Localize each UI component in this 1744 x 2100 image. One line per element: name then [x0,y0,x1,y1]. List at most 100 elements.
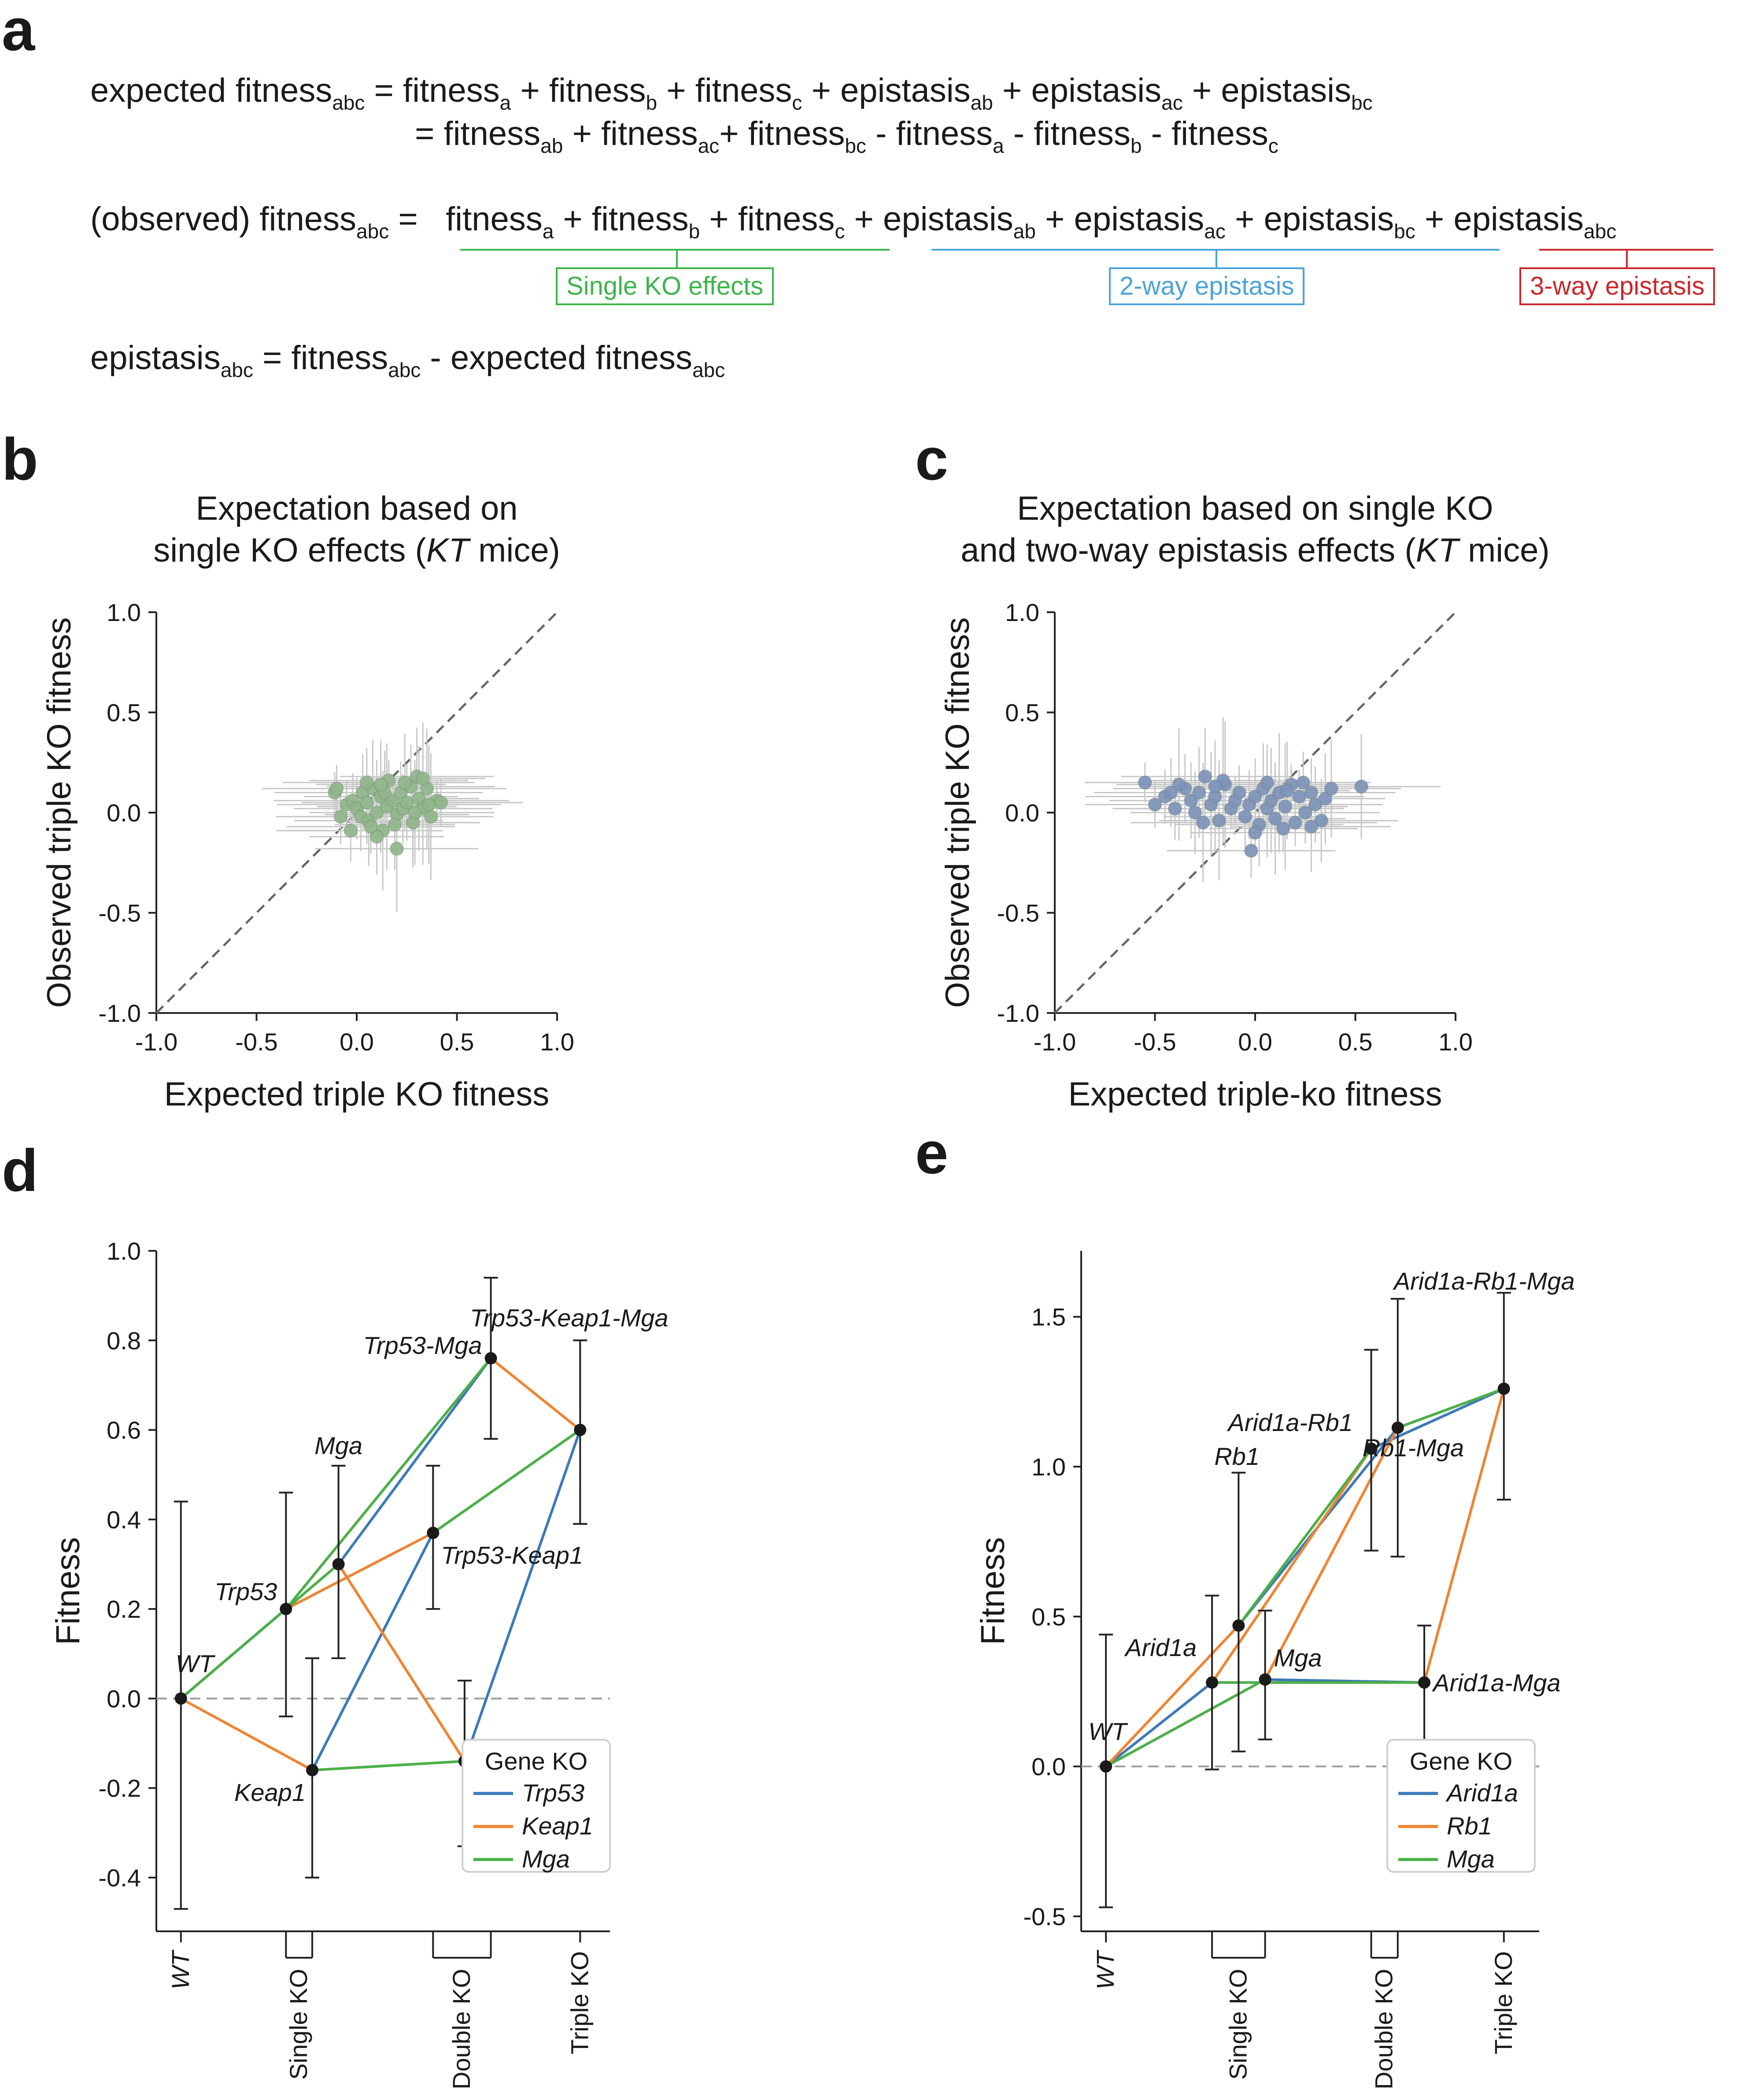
y-axis-label: Fitness [49,1537,87,1645]
data-point [1268,811,1282,826]
series-edge-rb1 [1423,1388,1505,1683]
data-point [1314,813,1329,828]
title-italic-part: KT [1416,532,1461,569]
two-way-bracket-tick [1216,249,1217,267]
x-tick-label: 0.5 [1338,1028,1373,1056]
series-edge-mga [1105,1678,1266,1768]
panel-letter-e: e [915,1120,949,1186]
x-tick-label: -0.5 [235,1028,278,1056]
x-tick-label: 0.0 [1238,1028,1272,1056]
title-italic-part: KT [426,532,471,569]
x-tick-label: WT [166,1949,194,1989]
genotype-label: Rb1-Mga [1363,1434,1464,1462]
chart-title-line2: and two-way epistasis effects (KT mice) [961,532,1550,569]
genotype-node [280,1603,292,1616]
x-tick-label: Triple KO [565,1951,593,2054]
genotype-node [427,1527,440,1539]
genotype-node [306,1764,318,1777]
title-part: and two-way epistasis effects ( [961,532,1416,569]
data-point [1168,801,1182,816]
genotype-label: Mga [314,1432,362,1460]
legend-entry-label: Keap1 [522,1812,593,1840]
data-point [369,829,384,844]
single-ko-effects-label: Single KO effects [556,267,774,305]
series-edge-trp53 [463,1429,582,1762]
data-point [363,819,378,834]
panel-letter-d: d [2,1137,38,1204]
data-point [1208,779,1222,794]
legend-entry-label: Rb1 [1447,1812,1492,1840]
genotype-node [1391,1421,1404,1434]
data-point [329,781,344,796]
data-point [1288,815,1302,830]
three-way-epistasis-label: 3-way epistasis [1519,267,1715,305]
series-edge-mga [180,1563,340,1700]
y-tick-label: -1.0 [99,999,141,1027]
x-tick-label: -1.0 [135,1028,178,1056]
equation-observed-fitness: (observed) fitnessabc = fitnessa + fitne… [90,200,1617,243]
data-point [399,795,414,810]
data-point [424,810,438,824]
series-edge-trp53 [337,1357,492,1565]
data-point [1278,799,1293,814]
data-point [1304,819,1319,834]
y-tick-label: 0.2 [107,1595,141,1623]
data-point [1248,825,1262,840]
three-way-bracket-tick [1626,249,1628,267]
series-edge-mga [1397,1387,1504,1429]
genotype-label: Trp53 [214,1578,277,1605]
data-point [1244,843,1258,858]
data-point [385,793,400,808]
title-part: single KO effects ( [153,532,426,569]
genotype-node [332,1558,345,1571]
legend-box [462,1739,611,1873]
y-tick-label: 0.0 [107,799,141,827]
legend-entry-label: Mga [522,1845,570,1873]
genotype-label: Arid1a-Mga [1432,1669,1560,1697]
y-axis-label: Fitness [974,1537,1012,1645]
data-point [373,777,388,792]
two-way-epistasis-label: 2-way epistasis [1109,267,1305,305]
y-tick-label: 0.5 [1031,1603,1066,1630]
y-tick-label: 1.0 [107,1237,141,1265]
data-point [333,810,348,824]
y-tick-label: -1.0 [997,999,1040,1027]
series-edge-keap1 [180,1697,313,1771]
data-point [1304,785,1319,800]
data-point [369,806,384,820]
data-point [1138,775,1152,790]
y-tick-label: 0.0 [107,1685,141,1712]
fitness-landscape-chart-e: -0.5 0.0 0.5 1.0 1.5 Fitness WT Single KO Double… [974,1251,1575,2089]
series-edge-mga [1237,1448,1372,1627]
data-point [1248,789,1262,804]
series-edge-mga [285,1357,492,1610]
data-point [1318,791,1333,806]
data-point [1212,813,1227,828]
panel-letter-a: a [2,0,35,63]
y-tick-label: 0.4 [107,1506,141,1534]
x-tick-label: 0.5 [440,1028,474,1056]
x-tick-label: 1.0 [1438,1028,1473,1056]
y-tick-label: 0.8 [107,1327,141,1354]
genotype-label: Arid1a-Rb1 [1227,1409,1353,1436]
data-point [344,823,358,838]
y-tick-label: 0.0 [1005,799,1039,827]
data-point [1232,785,1246,800]
x-tick-label: Double KO [447,1969,475,2089]
series-edge-keap1 [337,1563,466,1762]
data-point [1280,783,1294,798]
title-part: mice) [469,532,560,569]
genotype-label: Arid1a-Rb1-Mga [1393,1267,1575,1295]
y-tick-label: 1.0 [1031,1453,1066,1481]
genotype-node [1365,1442,1378,1455]
x-tick-label: -1.0 [1034,1028,1076,1056]
x-tick-label: 1.0 [540,1028,574,1056]
data-point [1198,769,1212,784]
series-edge-keap1 [285,1531,434,1610]
equation-expected-fitness: expected fitnessabc = fitnessa + fitness… [90,72,1373,114]
y-axis-label: Observed triple KO fitness [939,617,976,1008]
data-point [434,795,448,810]
scatter-chart-c: Expectation based on single KO and two-wa… [939,490,1550,1113]
genotype-label: Keap1 [234,1778,306,1806]
y-tick-label: 1.5 [1031,1303,1066,1331]
